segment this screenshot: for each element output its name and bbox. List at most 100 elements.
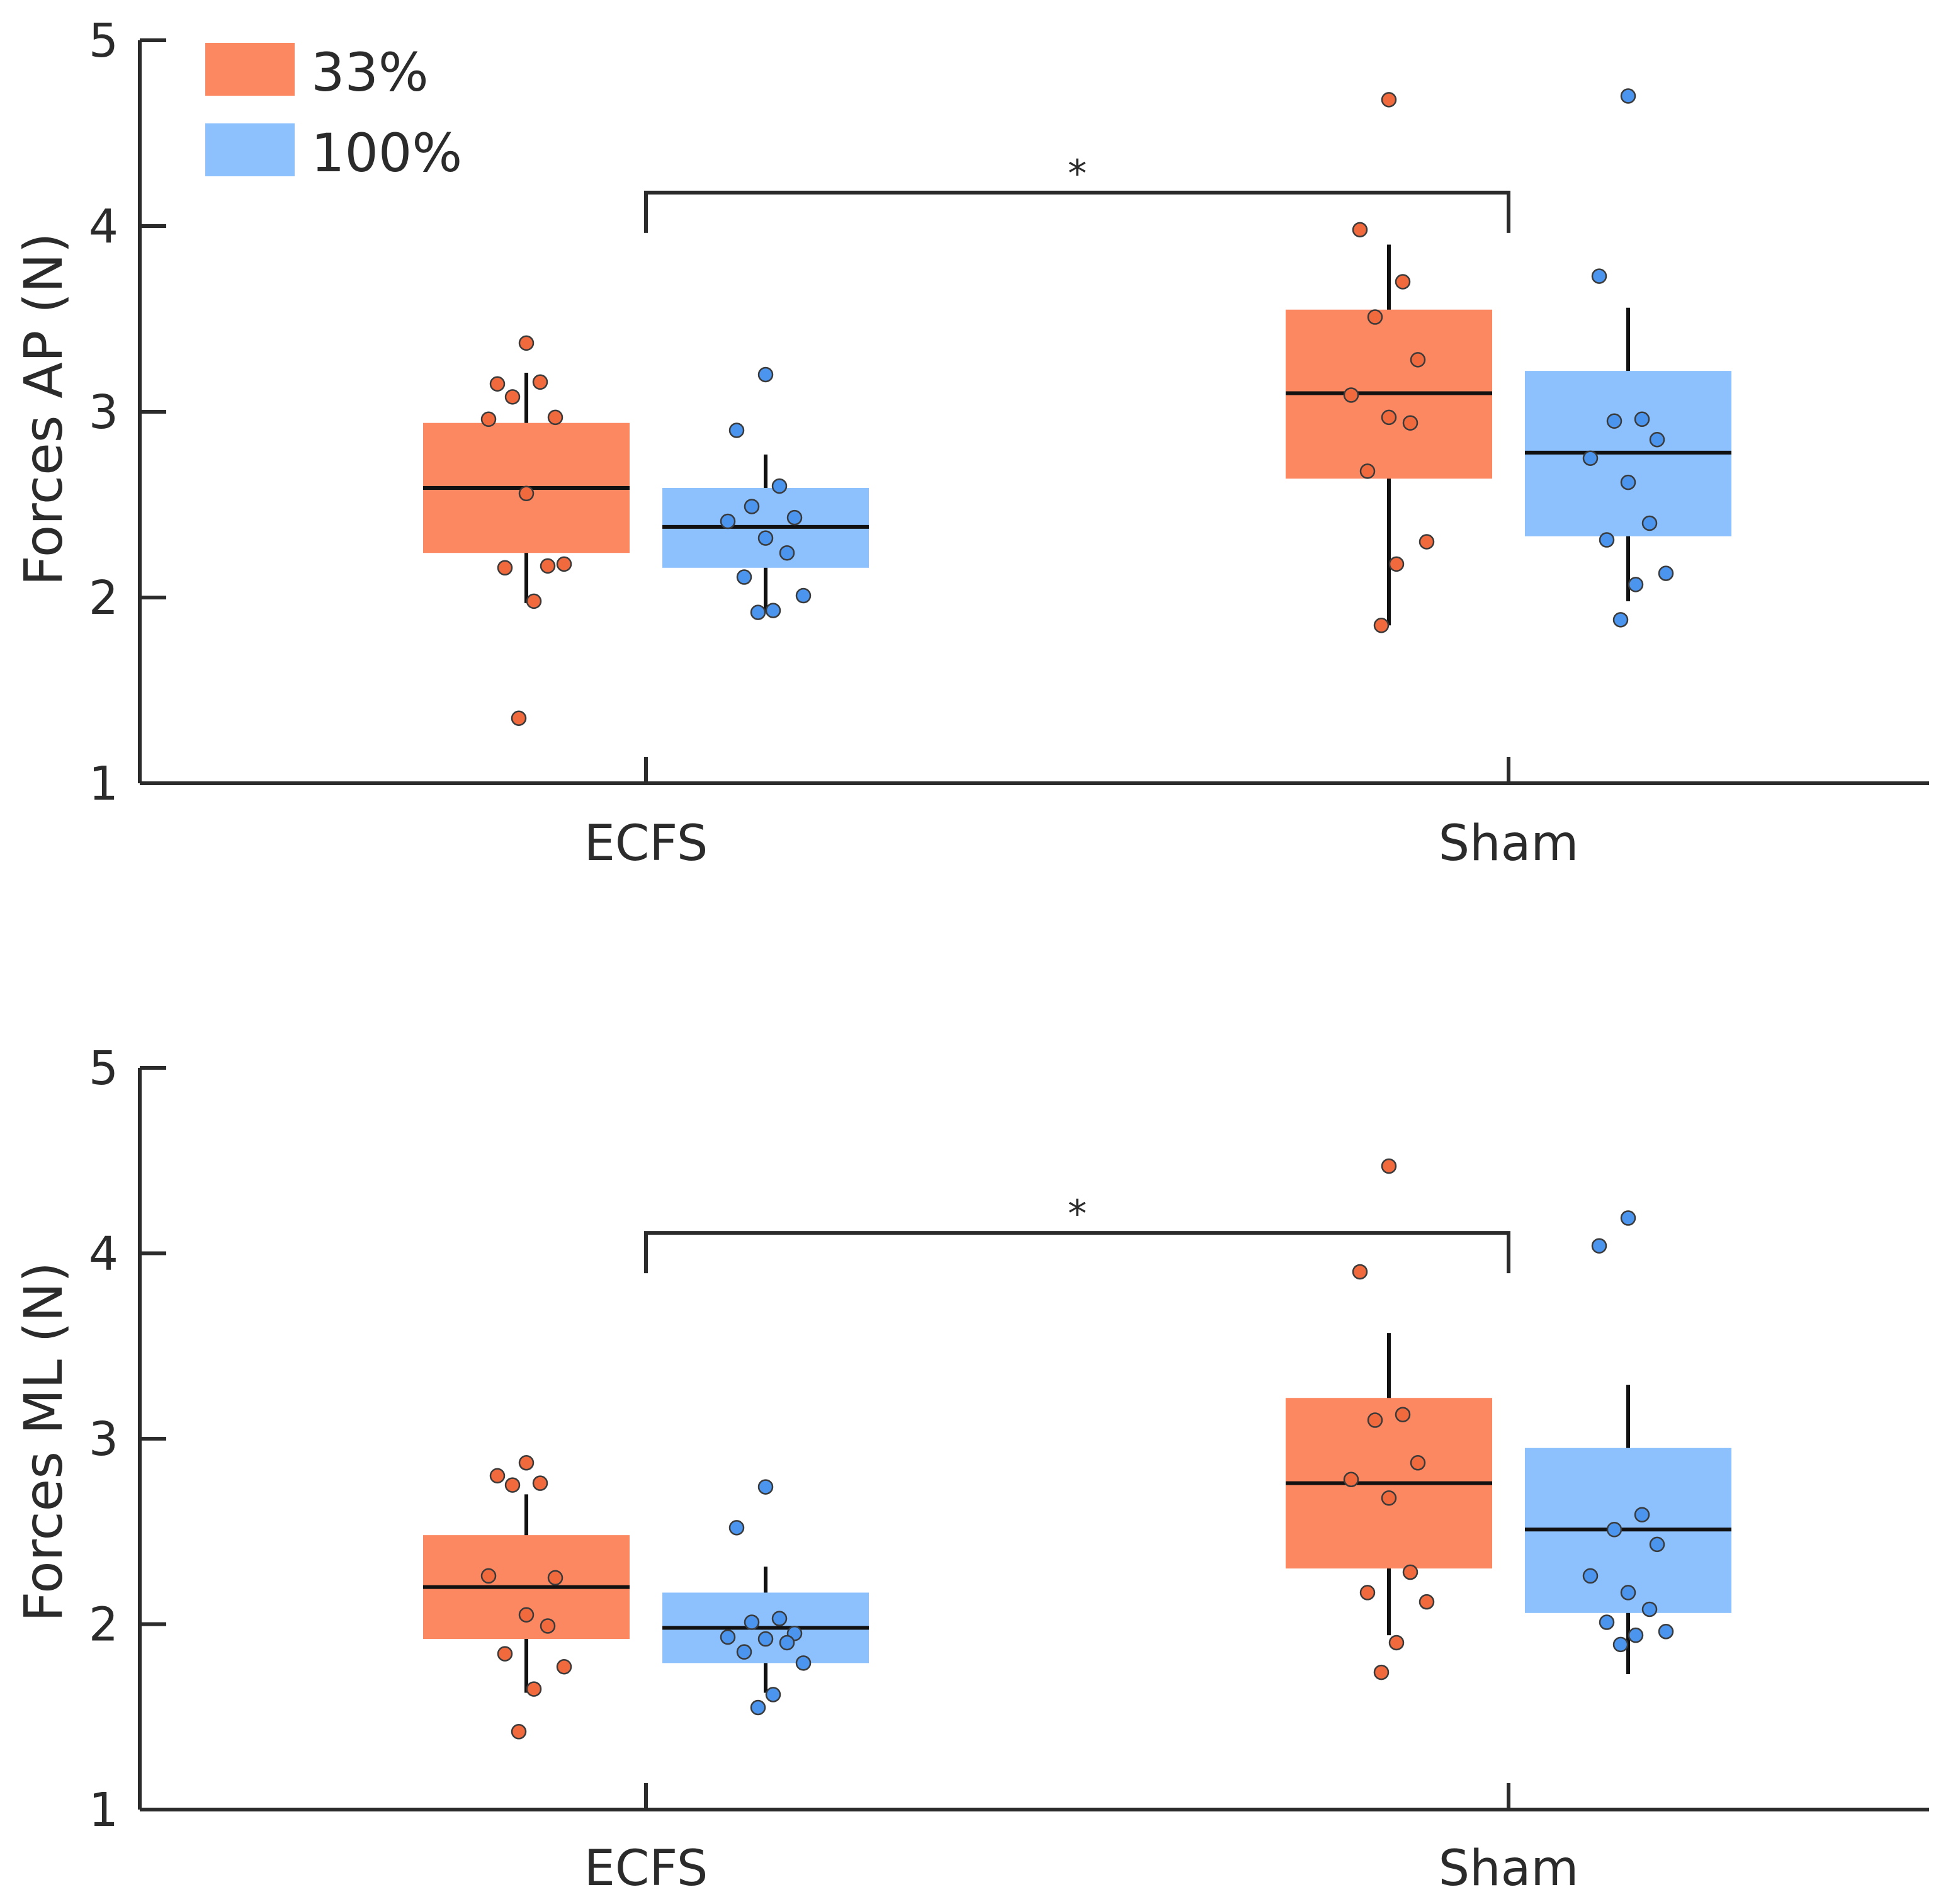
x-category-label: ECFS — [584, 815, 708, 872]
data-point — [779, 1635, 795, 1651]
data-point — [1620, 474, 1636, 490]
data-point — [511, 710, 527, 726]
data-point — [750, 1699, 766, 1716]
data-point — [1367, 309, 1383, 325]
data-point — [1641, 515, 1658, 531]
data-point — [728, 1520, 745, 1536]
data-point — [1359, 463, 1376, 479]
data-point — [1367, 1412, 1383, 1428]
data-point — [1352, 222, 1368, 238]
panel-forces-ml: Forces ML (N) 1 2 3 4 5 ECFS Sham * — [13, 1041, 1929, 1897]
legend-label-33: 33% — [311, 42, 429, 103]
data-point — [1628, 577, 1644, 592]
data-point — [1620, 1210, 1636, 1226]
data-point — [1582, 1568, 1599, 1584]
data-point — [511, 1724, 527, 1740]
y-axis-title-ap: Forces AP (N) — [13, 233, 74, 586]
data-point — [1410, 352, 1426, 368]
data-point — [1634, 411, 1650, 428]
data-point — [1599, 1614, 1615, 1630]
data-point — [750, 604, 766, 620]
data-point — [1410, 1455, 1426, 1471]
data-point — [1628, 1627, 1644, 1643]
data-point — [518, 1607, 535, 1623]
y-axis-title-ml: Forces ML (N) — [13, 1262, 74, 1622]
data-point — [1381, 92, 1397, 108]
data-point — [1612, 1636, 1629, 1653]
data-point — [1381, 1158, 1397, 1174]
data-point — [1343, 1471, 1359, 1488]
data-point — [1402, 1564, 1419, 1580]
data-point — [757, 1631, 774, 1647]
data-point — [757, 366, 774, 383]
data-point — [1395, 1407, 1411, 1422]
data-point — [1352, 1264, 1368, 1280]
data-point — [744, 1614, 760, 1630]
data-point — [518, 1455, 535, 1471]
data-point — [497, 560, 513, 576]
data-point — [1658, 565, 1674, 581]
x-category-label: ECFS — [584, 1840, 708, 1897]
data-point — [728, 422, 745, 438]
y-tick-label: 4 — [89, 200, 118, 254]
data-point — [1641, 1601, 1658, 1618]
data-point — [1649, 1536, 1665, 1553]
y-tick-label: 5 — [89, 1041, 118, 1096]
data-point — [526, 1681, 542, 1697]
data-point — [1620, 88, 1636, 104]
data-point — [504, 389, 521, 405]
data-point — [779, 545, 795, 561]
data-point — [1359, 1585, 1376, 1601]
data-point — [489, 376, 506, 392]
data-point — [1620, 1585, 1636, 1601]
x-category-label: Sham — [1439, 815, 1579, 872]
data-point — [736, 1644, 752, 1660]
data-point — [1388, 556, 1405, 572]
data-point — [720, 513, 736, 530]
data-point — [1381, 1490, 1397, 1506]
legend-label-100: 100% — [311, 122, 462, 184]
significance-bracket — [644, 1231, 1510, 1274]
data-point — [757, 530, 774, 546]
y-tick-label: 3 — [89, 385, 118, 439]
y-tick-label: 3 — [89, 1412, 118, 1466]
y-tick-label: 2 — [89, 571, 118, 625]
data-point — [765, 603, 781, 618]
data-point — [1419, 1594, 1435, 1610]
legend: 33% 100% — [205, 42, 462, 184]
data-point — [720, 1629, 736, 1645]
data-point — [532, 1475, 548, 1491]
x-category-label: Sham — [1439, 1840, 1579, 1897]
data-point — [1402, 415, 1419, 431]
data-point — [556, 556, 572, 572]
data-point — [771, 1611, 788, 1626]
data-point — [1606, 413, 1622, 429]
data-point — [1658, 1624, 1674, 1640]
data-point — [1343, 387, 1359, 403]
data-point — [1591, 1238, 1607, 1254]
data-point — [736, 569, 752, 585]
y-tick-label: 1 — [89, 1783, 118, 1837]
panel-forces-ap: Forces AP (N) 1 2 3 4 5 ECFS Sham * — [13, 14, 1929, 872]
data-point — [1634, 1507, 1650, 1522]
significance-bracket — [644, 190, 1510, 233]
data-point — [1599, 532, 1615, 548]
data-point — [1612, 612, 1629, 628]
data-point — [1649, 432, 1665, 448]
data-point — [786, 509, 803, 526]
data-point — [556, 1658, 572, 1675]
data-point — [526, 593, 542, 609]
data-point — [744, 499, 760, 514]
data-point — [532, 374, 548, 390]
data-point — [795, 1655, 812, 1671]
data-point — [547, 1570, 563, 1586]
data-point — [489, 1468, 506, 1484]
data-point — [540, 558, 556, 574]
data-point — [1373, 1664, 1390, 1680]
data-point — [795, 587, 812, 604]
data-point — [1419, 534, 1435, 550]
data-point — [518, 485, 535, 502]
data-point — [1395, 274, 1411, 290]
data-point — [540, 1618, 556, 1634]
